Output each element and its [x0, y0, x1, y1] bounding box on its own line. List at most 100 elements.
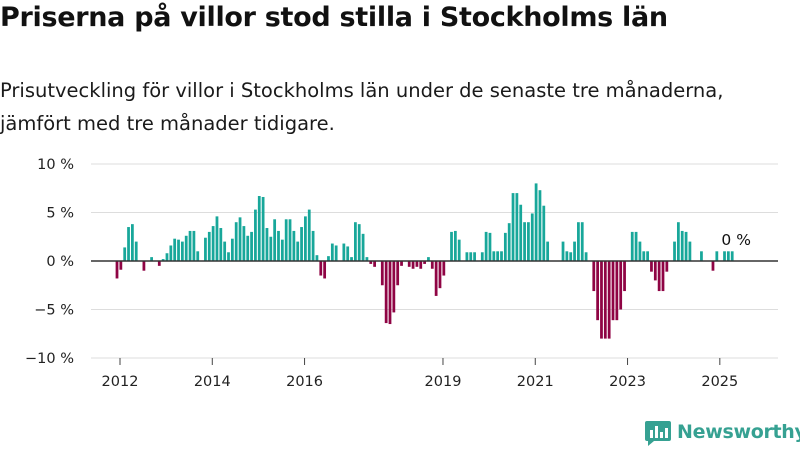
bar-positive: [634, 231, 638, 261]
bar-negative: [430, 261, 434, 269]
bar-positive: [296, 241, 300, 261]
bar-positive: [284, 219, 288, 261]
bar-positive: [723, 251, 726, 261]
bar-positive: [530, 213, 534, 261]
x-tick-label: 2023: [609, 374, 646, 390]
bar-positive: [584, 252, 588, 261]
bar-positive: [561, 241, 565, 261]
bar-negative: [603, 261, 607, 339]
bar-negative: [400, 261, 403, 266]
bar-positive: [127, 227, 130, 261]
bar-negative: [411, 261, 415, 269]
bar-positive: [496, 251, 500, 261]
bar-positive: [315, 255, 319, 261]
bar-positive: [261, 196, 265, 261]
bar-positive: [223, 241, 227, 261]
bar-positive: [726, 251, 730, 261]
bar-positive: [238, 217, 242, 261]
bar-negative: [611, 261, 615, 321]
bar-positive: [250, 231, 253, 261]
bar-negative: [407, 261, 411, 267]
bar-positive: [234, 222, 238, 261]
bar-positive: [715, 251, 719, 261]
bar-positive: [165, 253, 169, 261]
bar-positive: [676, 222, 680, 261]
bar-positive: [457, 239, 461, 261]
bar-positive: [630, 231, 634, 261]
bar-positive: [327, 256, 330, 261]
chart-title: Priserna på villor stod stilla i Stockho…: [0, 2, 668, 33]
y-tick-label: 10 %: [37, 157, 74, 173]
bar-positive: [534, 183, 538, 261]
bar-positive: [580, 222, 584, 261]
bar-positive: [538, 190, 542, 261]
bar-positive: [354, 222, 357, 261]
bar-positive: [646, 251, 649, 261]
chart-subtitle: Prisutveckling för villor i Stockholms l…: [0, 74, 800, 140]
bar-positive: [230, 238, 234, 261]
bar-positive: [311, 230, 315, 261]
bar-positive: [680, 230, 684, 261]
bar-positive: [350, 257, 353, 261]
bar-positive: [269, 236, 273, 261]
bar-negative: [392, 261, 396, 313]
bar-positive: [519, 204, 523, 261]
bar-positive: [480, 252, 484, 261]
bar-positive: [488, 232, 492, 261]
bar-positive: [184, 235, 188, 261]
bar-positive: [188, 230, 192, 261]
bar-positive: [473, 252, 476, 261]
subtitle-line-1: Prisutveckling för villor i Stockholms l…: [0, 79, 724, 102]
bar-negative: [419, 261, 423, 269]
bar-positive: [131, 224, 134, 261]
bar-negative: [661, 261, 665, 292]
bar-positive: [500, 251, 503, 261]
bar-negative: [665, 261, 669, 272]
bar-negative: [434, 261, 438, 296]
bar-positive: [257, 196, 261, 261]
bar-positive: [304, 216, 307, 261]
bar-positive: [307, 209, 311, 261]
bar-negative: [142, 261, 146, 271]
bar-negative: [384, 261, 388, 324]
y-tick-label: −5 %: [34, 303, 74, 319]
bar-positive: [215, 216, 219, 261]
bar-positive: [161, 259, 165, 261]
bar-positive: [150, 257, 153, 261]
bar-negative: [442, 261, 446, 276]
x-tick-label: 2016: [286, 374, 323, 390]
bar-negative: [657, 261, 661, 292]
bar-positive: [515, 193, 519, 261]
bar-negative: [438, 261, 442, 289]
bar-positive: [204, 237, 207, 261]
bar-positive: [465, 252, 469, 261]
bar-negative: [157, 261, 161, 266]
bar-positive: [492, 251, 496, 261]
bar-negative: [373, 261, 376, 267]
bar-positive: [254, 209, 257, 261]
bar-negative: [596, 261, 600, 321]
bar-positive: [207, 231, 211, 261]
bar-positive: [346, 246, 350, 261]
bar-positive: [453, 230, 457, 261]
bar-negative: [711, 261, 715, 271]
bar-negative: [115, 261, 119, 279]
bar-positive: [342, 243, 346, 261]
bar-negative: [423, 261, 426, 264]
bar-positive: [511, 193, 515, 261]
bar-positive: [211, 226, 215, 261]
bar-negative: [415, 261, 419, 267]
bar-positive: [365, 257, 369, 261]
bar-negative: [653, 261, 657, 281]
bar-negative: [607, 261, 611, 339]
bar-negative: [388, 261, 392, 325]
bar-negative: [623, 261, 626, 292]
bar-positive: [227, 252, 230, 261]
bar-positive: [192, 230, 196, 261]
newsworthy-logo-icon: [645, 421, 671, 446]
y-tick-label: 5 %: [46, 206, 74, 222]
bar-positive: [292, 230, 296, 261]
bar-positive: [542, 205, 546, 261]
bar-positive: [700, 251, 703, 261]
